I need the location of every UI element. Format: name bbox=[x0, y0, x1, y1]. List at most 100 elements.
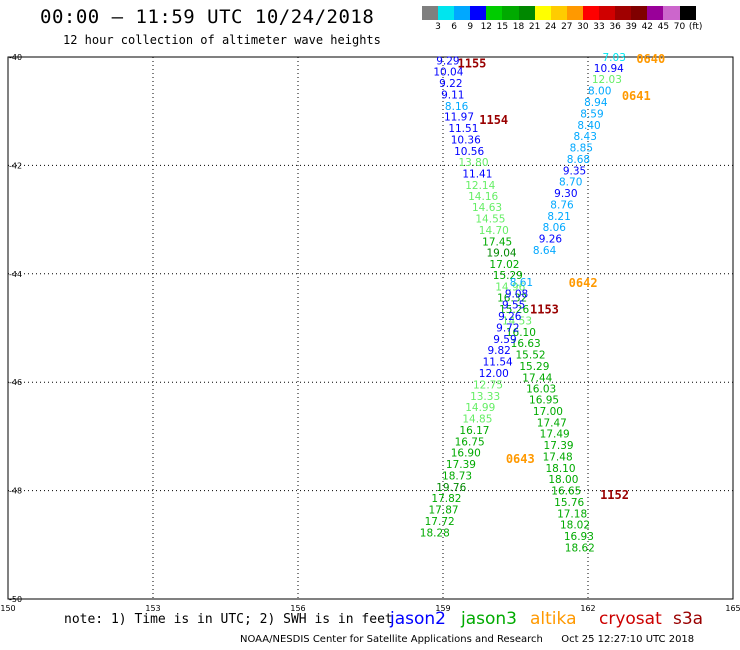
lat-tick-label: -40 bbox=[9, 53, 22, 62]
colorbar bbox=[422, 6, 696, 20]
wave-height-value: 12.03 bbox=[592, 74, 622, 86]
lat-tick-label: -46 bbox=[9, 378, 22, 387]
colorbar-swatch bbox=[534, 6, 551, 20]
colorbar-swatch bbox=[550, 6, 567, 20]
wave-height-value: 14.53 bbox=[502, 315, 532, 327]
wave-height-value: 8.64 bbox=[533, 245, 557, 257]
map-frame bbox=[7, 56, 734, 600]
legend-s3a: s3a bbox=[673, 609, 704, 629]
wave-height-value: 13.33 bbox=[470, 391, 500, 403]
wave-height-value: 17.72 bbox=[425, 516, 455, 528]
footer-credit: NOAA/NESDIS Center for Satellite Applica… bbox=[240, 634, 694, 645]
wave-height-value: 16.32 bbox=[497, 293, 527, 305]
wave-height-value: 9.72 bbox=[496, 322, 519, 334]
colorbar-label: 12 bbox=[480, 22, 493, 32]
wave-height-value: 8.94 bbox=[584, 97, 608, 109]
page-title: 00:00 – 11:59 UTC 10/24/2018 bbox=[40, 6, 375, 28]
lon-tick-label: 159 bbox=[435, 604, 450, 613]
pass-time-label: 1154 bbox=[479, 113, 508, 127]
wave-height-value: 17.49 bbox=[540, 429, 570, 441]
colorbar-swatch bbox=[663, 6, 680, 20]
colorbar-label: 33 bbox=[593, 22, 605, 32]
wave-height-value: 18.02 bbox=[560, 520, 590, 532]
wave-height-value: 11.54 bbox=[483, 357, 513, 369]
wave-height-value: 16.65 bbox=[551, 486, 581, 498]
wave-height-value: 9.26 bbox=[539, 234, 563, 246]
wave-height-value: 17.39 bbox=[446, 459, 476, 471]
colorbar-label: 24 bbox=[544, 22, 557, 32]
axis-ticks: 150 153 156 159 162 165 -40 -42 -44 -46 -48 -50 bbox=[0, 53, 740, 613]
wave-height-value: 9.30 bbox=[554, 188, 577, 200]
lon-tick-label: 162 bbox=[580, 604, 595, 613]
wave-height-value: 11.41 bbox=[462, 169, 492, 181]
wave-height-value: 17.82 bbox=[431, 493, 461, 505]
wave-height-value: 9.08 bbox=[505, 288, 528, 300]
page-subtitle: 12 hour collection of altimeter wave hei… bbox=[63, 33, 381, 47]
colorbar-swatch bbox=[470, 6, 487, 20]
colorbar-label: 30 bbox=[577, 22, 589, 32]
colorbar-label: 39 bbox=[625, 22, 637, 32]
wave-height-value: 13.80 bbox=[458, 157, 488, 169]
wave-height-value: 8.06 bbox=[543, 222, 567, 234]
legend-jason2: jason2 bbox=[390, 609, 446, 629]
wave-height-value: 17.39 bbox=[544, 440, 574, 452]
wave-height-value: 8.21 bbox=[547, 211, 570, 223]
colorbar-label: 27 bbox=[561, 22, 573, 32]
wave-height-value: 17.47 bbox=[537, 417, 567, 429]
wave-height-value: 9.35 bbox=[563, 165, 586, 177]
lon-tick-label: 156 bbox=[290, 604, 305, 613]
wave-height-value: 8.85 bbox=[570, 143, 593, 155]
wave-height-value: 8.61 bbox=[510, 277, 533, 289]
colorbar-swatch bbox=[518, 6, 535, 20]
wave-height-value: 16.03 bbox=[526, 384, 556, 396]
wave-height-value: 9.55 bbox=[502, 300, 525, 312]
wave-height-value: 18.62 bbox=[565, 543, 595, 555]
wave-height-value: 16.17 bbox=[459, 425, 489, 437]
colorbar-swatch bbox=[631, 6, 648, 20]
wave-height-value: 14.99 bbox=[465, 402, 495, 414]
wave-height-value: 12.75 bbox=[473, 379, 503, 391]
wave-height-value: 12.14 bbox=[465, 180, 495, 192]
map-grid bbox=[8, 57, 733, 599]
wave-height-value: 18.00 bbox=[548, 474, 578, 486]
wave-height-value: 10.04 bbox=[433, 67, 463, 79]
pass-time-label: 0640 bbox=[636, 52, 665, 66]
wave-height-value: 17.44 bbox=[522, 372, 552, 384]
colorbar-label: 15 bbox=[496, 22, 509, 32]
colorbar-swatch bbox=[615, 6, 632, 20]
colorbar-swatch bbox=[599, 6, 616, 20]
wave-height-value: 15.29 bbox=[519, 361, 549, 373]
footer-timestamp: Oct 25 12:27:10 UTC 2018 bbox=[561, 634, 695, 645]
wave-height-value: 19.76 bbox=[436, 482, 466, 494]
colorbar-swatch bbox=[582, 6, 600, 20]
wave-height-value: 9.26 bbox=[498, 311, 522, 323]
colorbar-label: 6 bbox=[451, 22, 457, 32]
pass-time-label: 1152 bbox=[600, 488, 629, 502]
legend-cryosat: cryosat bbox=[599, 609, 662, 629]
lon-tick-label: 153 bbox=[145, 604, 160, 613]
time-labels: 1155 1154 1153 1152 0640 0641 0642 0643 bbox=[458, 52, 666, 502]
colorbar-swatch bbox=[486, 6, 503, 20]
wave-height-value: 11.97 bbox=[444, 112, 474, 124]
wave-height-value: 17.48 bbox=[543, 451, 573, 463]
wave-height-value: 10.94 bbox=[594, 63, 624, 75]
colorbar-label: 42 bbox=[641, 22, 654, 32]
wave-height-value: 10.36 bbox=[451, 134, 481, 146]
lat-tick-label: -44 bbox=[9, 270, 22, 279]
pass-time-label: 0641 bbox=[622, 89, 651, 103]
pass-time-label: 1153 bbox=[530, 302, 559, 316]
wave-height-value: 15.29 bbox=[493, 270, 523, 282]
wave-height-value: 16.63 bbox=[511, 338, 541, 350]
wave-height-value: 9.82 bbox=[487, 345, 510, 357]
wave-height-value: 9.29 bbox=[436, 55, 459, 67]
satellite-tracks: 9.2910.049.229.118.1611.9711.5110.3610.5… bbox=[420, 52, 626, 555]
colorbar-swatch bbox=[647, 6, 664, 20]
lon-tick-label: 165 bbox=[725, 604, 740, 613]
colorbar-label: 21 bbox=[528, 22, 541, 32]
colorbar-label: 70 bbox=[673, 22, 686, 32]
wave-height-value: 15.76 bbox=[554, 497, 584, 509]
colorbar-label: 9 bbox=[467, 22, 474, 32]
wave-height-value: 12.00 bbox=[479, 368, 509, 380]
wave-height-value: 8.70 bbox=[559, 177, 582, 189]
